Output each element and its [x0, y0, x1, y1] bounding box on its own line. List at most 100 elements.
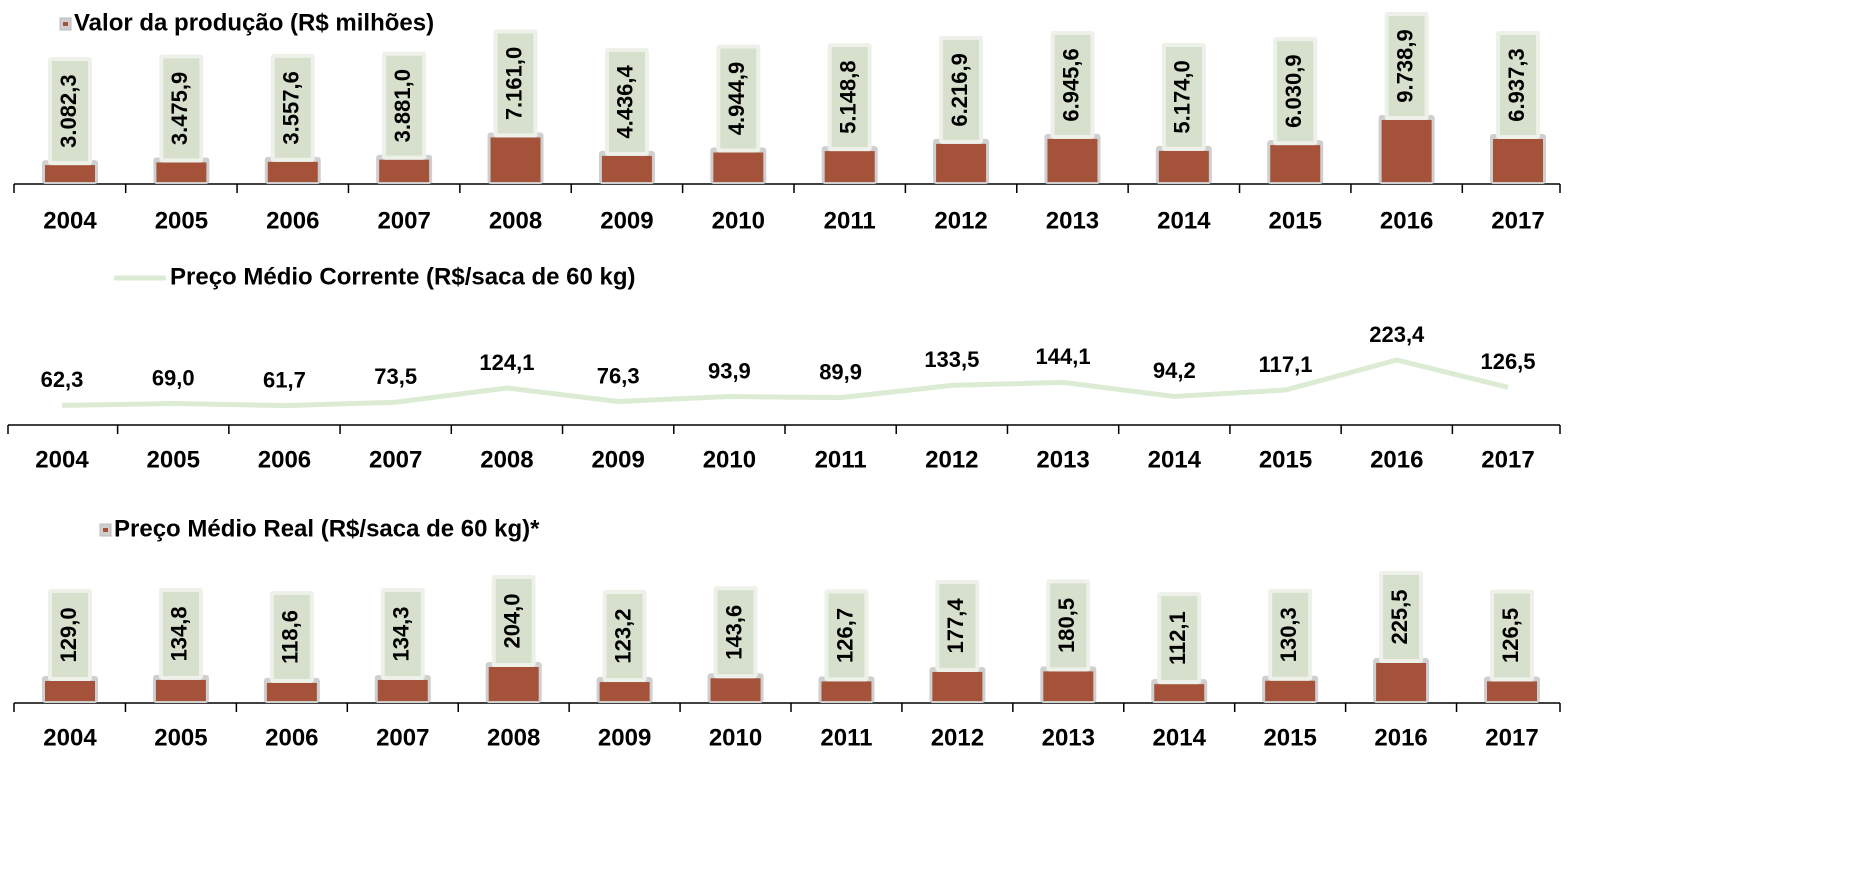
x-tick-label: 2012 — [931, 724, 984, 751]
value-label: 144,1 — [1036, 344, 1091, 369]
bar — [821, 681, 872, 701]
x-tick-label: 2013 — [1036, 446, 1089, 473]
x-tick-label: 2015 — [1259, 446, 1312, 473]
label-box — [273, 594, 310, 679]
legend-swatch — [103, 528, 108, 532]
label-box — [162, 591, 199, 676]
value-label: 134,8 — [167, 606, 192, 661]
x-tick-label: 2008 — [480, 446, 533, 473]
value-label: 93,9 — [708, 358, 751, 383]
bar — [490, 137, 541, 182]
bar — [932, 671, 983, 701]
x-tick-label: 2008 — [489, 207, 542, 234]
value-label: 3.082,3 — [56, 74, 81, 147]
value-label: 123,2 — [610, 609, 635, 664]
x-tick-label: 2004 — [43, 207, 97, 234]
x-tick-label: 2014 — [1153, 724, 1207, 751]
value-label: 143,6 — [721, 605, 746, 660]
label-box — [1277, 41, 1314, 142]
value-label: 69,0 — [152, 365, 195, 390]
value-label: 204,0 — [500, 593, 525, 648]
value-label: 6.937,3 — [1504, 48, 1529, 121]
x-tick-label: 2014 — [1148, 446, 1202, 473]
x-tick-label: 2008 — [487, 724, 540, 751]
value-label: 5.148,8 — [836, 60, 861, 133]
legend-label: Preço Médio Real (R$/saca de 60 kg)* — [114, 515, 540, 542]
label-box — [274, 57, 311, 158]
bar — [1047, 138, 1098, 182]
label-box — [606, 594, 643, 679]
x-tick-label: 2016 — [1380, 207, 1433, 234]
x-tick-label: 2010 — [709, 724, 762, 751]
legend-label: Valor da produção (R$ milhões) — [74, 9, 434, 36]
legend-swatch — [63, 22, 68, 26]
label-box — [1161, 596, 1198, 681]
bar — [601, 155, 652, 182]
x-tick-label: 2016 — [1374, 724, 1427, 751]
value-label: 118,6 — [278, 610, 303, 664]
bar — [824, 151, 875, 182]
value-label: 6.945,6 — [1058, 48, 1083, 121]
bar — [1376, 663, 1427, 701]
x-tick-label: 2006 — [265, 724, 318, 751]
value-label: 5.174,0 — [1170, 60, 1195, 133]
label-box — [828, 593, 865, 678]
label-box — [163, 58, 200, 159]
value-label: 177,4 — [943, 598, 968, 654]
x-tick-label: 2006 — [258, 446, 311, 473]
value-label: 61,7 — [263, 367, 306, 392]
bar — [1487, 681, 1537, 701]
value-label: 117,1 — [1259, 352, 1313, 377]
value-label: 4.436,4 — [613, 64, 638, 138]
value-label: 124,1 — [479, 350, 534, 375]
value-label: 180,5 — [1054, 598, 1079, 653]
label-box — [1050, 583, 1087, 668]
x-tick-label: 2004 — [35, 446, 89, 473]
label-box — [608, 51, 645, 152]
value-label: 73,5 — [374, 364, 417, 389]
legend-label: Preço Médio Corrente (R$/saca de 60 kg) — [170, 263, 636, 290]
label-box — [1165, 46, 1202, 147]
bar — [488, 667, 539, 701]
x-tick-label: 2006 — [266, 207, 319, 234]
x-tick-label: 2017 — [1491, 207, 1544, 234]
bar — [1381, 120, 1432, 182]
x-tick-label: 2010 — [703, 446, 756, 473]
bar — [710, 678, 761, 701]
bar — [45, 165, 95, 182]
bar — [1158, 150, 1209, 182]
value-label: 112,1 — [1165, 611, 1190, 665]
x-tick-label: 2012 — [925, 446, 978, 473]
label-box — [497, 33, 534, 134]
x-tick-label: 2013 — [1042, 724, 1095, 751]
x-tick-label: 2015 — [1263, 724, 1316, 751]
x-tick-label: 2015 — [1269, 207, 1322, 234]
line — [61, 357, 1509, 409]
bar — [1493, 138, 1543, 182]
bar — [1154, 684, 1205, 701]
label-box — [1500, 34, 1536, 135]
label-box — [939, 583, 976, 668]
label-box — [1383, 575, 1420, 659]
bar — [155, 679, 206, 701]
value-label: 4.944,9 — [724, 62, 749, 135]
label-box — [831, 47, 868, 148]
x-tick-label: 2007 — [369, 446, 422, 473]
value-label: 126,5 — [1480, 349, 1535, 374]
x-tick-label: 2011 — [824, 207, 876, 234]
label-box — [717, 590, 754, 675]
label-box — [52, 592, 88, 677]
bar — [713, 152, 764, 182]
value-label: 3.557,6 — [279, 71, 304, 144]
bar — [1265, 680, 1316, 701]
bar — [1270, 145, 1321, 182]
x-tick-label: 2007 — [376, 724, 429, 751]
value-label: 129,0 — [56, 607, 81, 662]
x-tick-label: 2013 — [1046, 207, 1099, 234]
label-box — [1494, 593, 1530, 678]
bar — [377, 679, 428, 701]
bar — [936, 143, 987, 182]
value-label: 6.216,9 — [947, 53, 972, 126]
x-tick-label: 2007 — [377, 207, 430, 234]
